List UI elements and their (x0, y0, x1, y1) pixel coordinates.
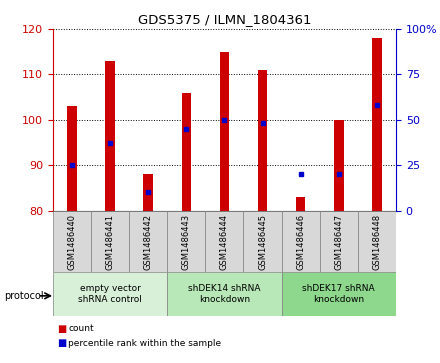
Text: empty vector
shRNA control: empty vector shRNA control (78, 284, 142, 304)
Bar (53, 272, 167, 316)
Text: shDEK17 shRNA
knockdown: shDEK17 shRNA knockdown (302, 284, 375, 304)
Title: GDS5375 / ILMN_1804361: GDS5375 / ILMN_1804361 (138, 13, 311, 26)
Bar (372, 38, 382, 211)
Text: ■: ■ (57, 323, 66, 334)
Bar (143, 174, 153, 211)
Bar (320, 211, 358, 272)
Text: GSM1486445: GSM1486445 (258, 213, 267, 270)
Bar (296, 197, 305, 211)
Bar (220, 52, 229, 211)
Bar (282, 211, 320, 272)
Bar (243, 211, 282, 272)
Text: protocol: protocol (4, 291, 44, 301)
Bar (258, 70, 268, 211)
Text: GSM1486446: GSM1486446 (296, 213, 305, 270)
Bar (167, 211, 205, 272)
Text: GSM1486441: GSM1486441 (106, 213, 114, 270)
Bar (167, 272, 282, 316)
Bar (205, 211, 243, 272)
Bar (53, 211, 91, 272)
Text: shDEK14 shRNA
knockdown: shDEK14 shRNA knockdown (188, 284, 260, 304)
Bar (91, 211, 129, 272)
Text: GSM1486448: GSM1486448 (372, 213, 381, 270)
Text: GSM1486443: GSM1486443 (182, 213, 191, 270)
Text: GSM1486447: GSM1486447 (334, 213, 343, 270)
Bar (181, 93, 191, 211)
Text: count: count (68, 324, 94, 333)
Text: GSM1486440: GSM1486440 (67, 213, 77, 270)
Bar (67, 106, 77, 211)
Text: GSM1486444: GSM1486444 (220, 213, 229, 270)
Bar (105, 61, 115, 211)
Text: percentile rank within the sample: percentile rank within the sample (68, 339, 221, 347)
Text: ■: ■ (57, 338, 66, 348)
Bar (282, 272, 396, 316)
Bar (334, 120, 344, 211)
Bar (358, 211, 396, 272)
Bar (129, 211, 167, 272)
Text: GSM1486442: GSM1486442 (143, 213, 153, 270)
